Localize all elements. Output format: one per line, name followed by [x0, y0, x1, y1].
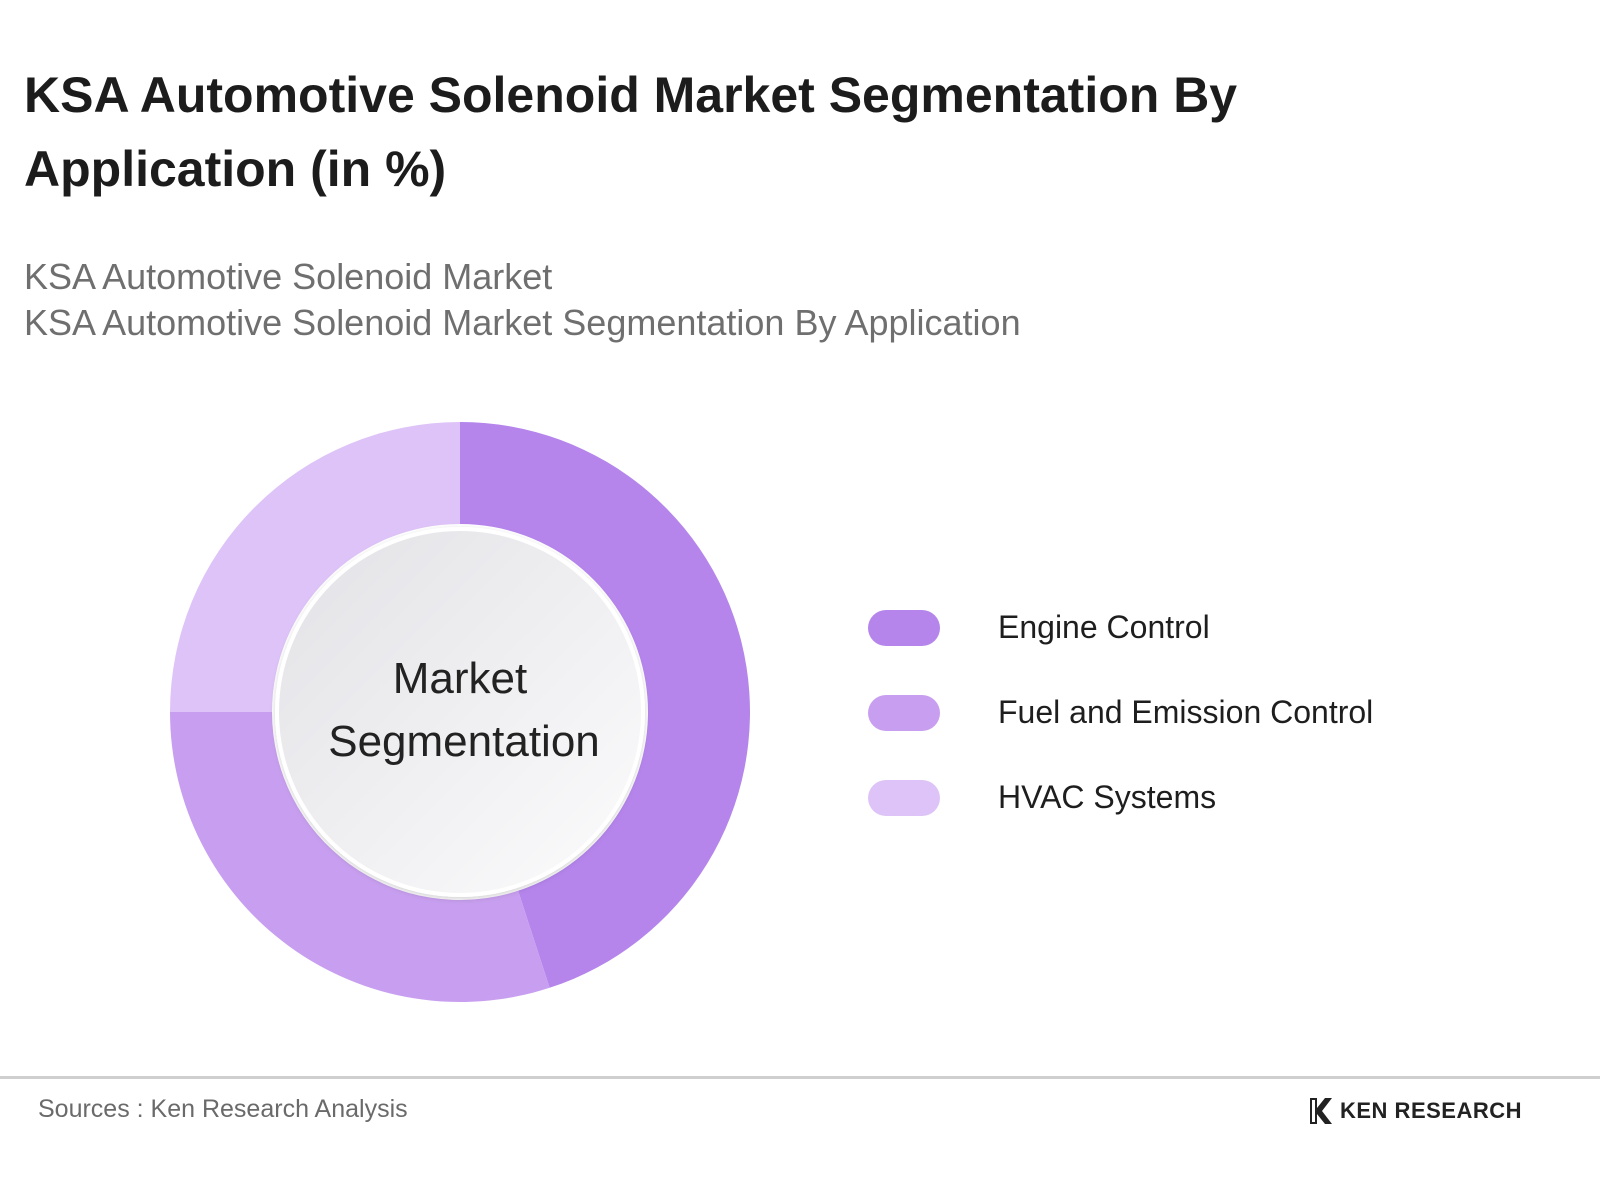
- chart-subtitle: KSA Automotive Solenoid Market KSA Autom…: [24, 254, 1021, 346]
- donut-slices: [170, 422, 751, 1002]
- center-label-line-2: Segmentation: [328, 717, 600, 766]
- donut-slice-engine-control: [460, 422, 751, 988]
- source-note: Sources : Ken Research Analysis: [38, 1095, 408, 1123]
- center-label-line-1: Market: [393, 654, 527, 703]
- donut-slice-fuel-and-emission-control: [170, 712, 550, 1002]
- chart-title: KSA Automotive Solenoid Market Segmentat…: [24, 67, 1238, 197]
- brand: KEN RESEARCH: [1308, 1094, 1522, 1128]
- legend-swatch: [868, 780, 940, 816]
- donut-slice-hvac-systems: [170, 422, 460, 712]
- subtitle-line-1: KSA Automotive Solenoid Market: [24, 256, 553, 297]
- donut-center: [275, 527, 645, 897]
- legend-label: HVAC Systems: [998, 779, 1217, 815]
- legend-swatch: [868, 695, 940, 731]
- legend-label: Engine Control: [998, 609, 1210, 645]
- ken-research-logo-icon: [1310, 1098, 1332, 1124]
- subtitle-line-2: KSA Automotive Solenoid Market Segmentat…: [24, 302, 1021, 343]
- legend-label: Fuel and Emission Control: [998, 694, 1374, 730]
- footer-divider: [0, 1076, 1600, 1079]
- legend-swatch: [868, 610, 940, 646]
- brand-name: KEN RESEARCH: [1340, 1098, 1523, 1123]
